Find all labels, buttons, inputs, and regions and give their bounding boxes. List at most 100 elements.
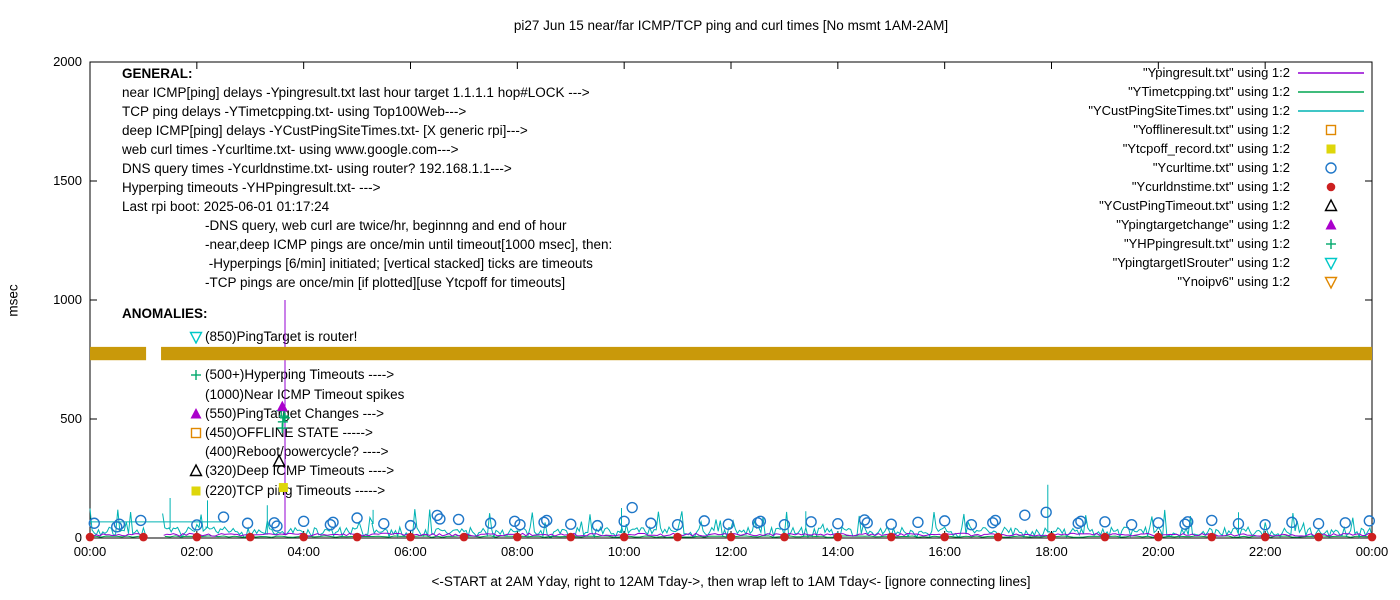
legend-item: "YTimetcpping.txt" using 1:2 [1088, 82, 1366, 101]
legend-label: "Ytcpoff_record.txt" using 1:2 [1122, 141, 1290, 156]
legend-item: "Ypingtargetchange" using 1:2 [1088, 215, 1366, 234]
chart-title: pi27 Jun 15 near/far ICMP/TCP ping and c… [513, 18, 949, 33]
series-custpingtimeout [272, 453, 286, 467]
series-noipv6 [90, 346, 1372, 361]
legend-tri-up-open-icon [1324, 197, 1338, 211]
legend-label: "Ynoipv6" using 1:2 [1177, 274, 1290, 289]
anomaly-text: (400)Reboot/powercycle? ----> [205, 444, 389, 460]
anomaly-text: (500+)Hyperping Timeouts ----> [205, 367, 395, 383]
legend-item: "Ycurldnstime.txt" using 1:2 [1088, 177, 1366, 196]
legend-line-icon [1298, 90, 1364, 93]
legend-circle-open-icon [1325, 161, 1337, 174]
legend-label: "Ycurltime.txt" using 1:2 [1152, 160, 1290, 175]
x-tick-label: 02:00 [181, 544, 214, 559]
series-curltime [88, 501, 1376, 533]
legend-label: "Ypingtargetchange" using 1:2 [1116, 217, 1290, 232]
legend-plus-icon [1326, 238, 1336, 249]
anomaly-text: (220)TCP ping Timeouts -----> [205, 482, 386, 498]
general-note: -Hyperpings [6/min] initiated; [vertical… [205, 256, 593, 271]
legend-label: "Yofflineresult.txt" using 1:2 [1133, 122, 1290, 137]
y-tick-label: 500 [60, 411, 82, 426]
x-tick-label: 08:00 [501, 544, 534, 559]
anomaly-text: (320)Deep ICMP Timeouts ----> [205, 463, 395, 479]
series-tcpoff_record [278, 483, 288, 493]
anomaly-text: (1000)Near ICMP Timeout spikes [205, 386, 405, 402]
legend-tri-down-open-icon [1324, 257, 1338, 271]
series-custpingsitetimes [89, 484, 1373, 539]
legend-item: "Ynoipv6" using 1:2 [1088, 272, 1366, 291]
general-note: near ICMP[ping] delays -Ypingresult.txt … [122, 85, 590, 100]
general-note: -near,deep ICMP pings are once/min until… [205, 237, 613, 252]
legend-item: "YHPpingresult.txt" using 1:2 [1088, 234, 1366, 253]
x-tick-label: 22:00 [1249, 544, 1282, 559]
general-note: TCP ping delays -YTimetcpping.txt- using… [122, 104, 467, 119]
anomaly-item: (500+)Hyperping Timeouts ----> [188, 367, 394, 382]
anomaly-text: (550)PingTarget Changes ---> [205, 405, 384, 421]
anomaly-item: (850)PingTarget is router! [188, 329, 357, 344]
general-note: -TCP pings are once/min [if plotted][use… [205, 275, 566, 290]
general-heading: GENERAL: [122, 66, 193, 81]
legend-label: "YCustPingSiteTimes.txt" using 1:2 [1088, 103, 1290, 118]
tri-down-open-icon [189, 331, 203, 344]
y-tick-label: 1500 [53, 173, 82, 188]
general-note: web curl times -Ycurltime.txt- using www… [122, 142, 459, 157]
legend-label: "YTimetcpping.txt" using 1:2 [1128, 84, 1290, 99]
anomaly-text: (450)OFFLINE STATE -----> [205, 425, 373, 440]
legend-label: "YHPpingresult.txt" using 1:2 [1123, 236, 1290, 251]
anomaly-item: (400)Reboot/powercycle? ----> [188, 444, 388, 459]
legend-square-open-icon [1325, 124, 1337, 135]
anomaly-text: (850)PingTarget is router! [205, 329, 358, 344]
general-note: -DNS query, web curl are twice/hr, begin… [205, 218, 567, 233]
legend-label: "YCustPingTimeout.txt" using 1:2 [1099, 198, 1290, 213]
square-filled-icon [191, 486, 201, 496]
legend-line-icon [1298, 71, 1364, 74]
general-note: deep ICMP[ping] delays -YCustPingSiteTim… [122, 123, 528, 138]
general-note: Last rpi boot: 2025-06-01 01:17:24 [122, 199, 330, 214]
anomaly-item: (550)PingTarget Changes ---> [188, 406, 384, 421]
x-tick-label: 18:00 [1035, 544, 1068, 559]
general-note: DNS query times -Ycurldnstime.txt- using… [122, 161, 512, 176]
legend-tri-down-open-icon [1324, 276, 1338, 290]
tri-up-open-icon [189, 463, 203, 477]
legend-square-filled-icon [1326, 144, 1336, 153]
y-tick-label: 0 [75, 530, 82, 545]
anomalies-heading: ANOMALIES: [122, 306, 208, 321]
legend-item: "Ytcpoff_record.txt" using 1:2 [1088, 139, 1366, 158]
legend: "Ypingresult.txt" using 1:2 "YTimetcpping… [1088, 63, 1366, 291]
x-tick-label: 00:00 [74, 544, 107, 559]
y-tick-label: 2000 [53, 54, 82, 69]
legend-circle-filled-icon [1326, 182, 1336, 191]
general-note: Hyperping timeouts -YHPpingresult.txt- -… [122, 180, 381, 195]
legend-item: "Yofflineresult.txt" using 1:2 [1088, 120, 1366, 139]
tri-up-filled-icon [190, 407, 202, 419]
x-tick-label: 14:00 [822, 544, 855, 559]
series-pingtargetchange [276, 400, 288, 412]
legend-line-icon [1298, 109, 1364, 112]
x-tick-label: 12:00 [715, 544, 748, 559]
y-tick-label: 1000 [53, 292, 82, 307]
legend-item: "Ypingresult.txt" using 1:2 [1088, 63, 1366, 82]
x-tick-label: 00:00 [1356, 544, 1389, 559]
legend-item: "YCustPingSiteTimes.txt" using 1:2 [1088, 101, 1366, 120]
anomaly-item: (220)TCP ping Timeouts -----> [188, 483, 385, 498]
legend-item: "Ycurltime.txt" using 1:2 [1088, 158, 1366, 177]
square-open-icon [190, 427, 202, 439]
anomaly-item: (1000)Near ICMP Timeout spikes [188, 387, 404, 402]
plus-icon [191, 370, 201, 381]
legend-item: "YpingtargetISrouter" using 1:2 [1088, 253, 1366, 272]
legend-item: "YCustPingTimeout.txt" using 1:2 [1088, 196, 1366, 215]
x-tick-label: 10:00 [608, 544, 641, 559]
legend-label: "Ypingresult.txt" using 1:2 [1142, 65, 1290, 80]
anomaly-item: (450)OFFLINE STATE -----> [188, 425, 373, 440]
x-tick-label: 16:00 [928, 544, 961, 559]
series-curldnstime [85, 532, 1377, 542]
legend-tri-up-filled-icon [1325, 218, 1337, 229]
x-tick-label: 04:00 [287, 544, 320, 559]
legend-label: "Ycurldnstime.txt" using 1:2 [1131, 179, 1290, 194]
x-tick-label: 20:00 [1142, 544, 1175, 559]
series-timetcpping [89, 535, 1373, 538]
anomaly-item: (320)Deep ICMP Timeouts ----> [188, 463, 394, 478]
